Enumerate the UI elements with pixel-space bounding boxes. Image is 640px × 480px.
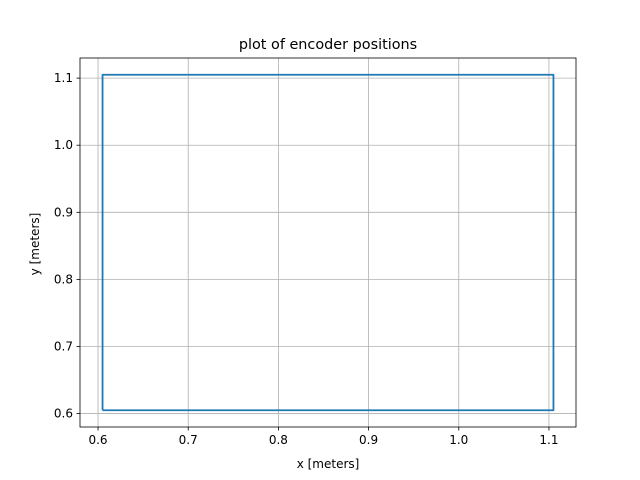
y-tick-label: 0.6 (54, 407, 73, 421)
chart-title: plot of encoder positions (239, 37, 417, 53)
series-layer (101, 73, 555, 412)
grid-layer (80, 58, 576, 427)
x-tick-label: 0.9 (359, 433, 378, 447)
series-line-encoder-path (101, 73, 555, 412)
x-tick-label: 1.1 (539, 433, 558, 447)
y-tick-label: 1.1 (54, 71, 73, 85)
x-tick-label: 0.7 (179, 433, 198, 447)
axes-frame (79, 57, 577, 428)
x-tick-label: 1.0 (449, 433, 468, 447)
y-tick-label: 0.9 (54, 205, 73, 219)
x-tick-label: 0.8 (269, 433, 288, 447)
tick-layer: 0.6 0.7 0.8 0.9 1.0 1.1 0.6 0.7 0.8 0.9 1.0 1.1 (54, 71, 559, 447)
x-axis-label: x [meters] (297, 457, 360, 471)
y-tick-label: 0.8 (54, 272, 73, 286)
y-axis-label: y [meters] (28, 213, 42, 276)
y-tick-label: 1.0 (54, 138, 73, 152)
y-tick-label: 0.7 (54, 339, 73, 353)
x-tick-label: 0.6 (88, 433, 107, 447)
